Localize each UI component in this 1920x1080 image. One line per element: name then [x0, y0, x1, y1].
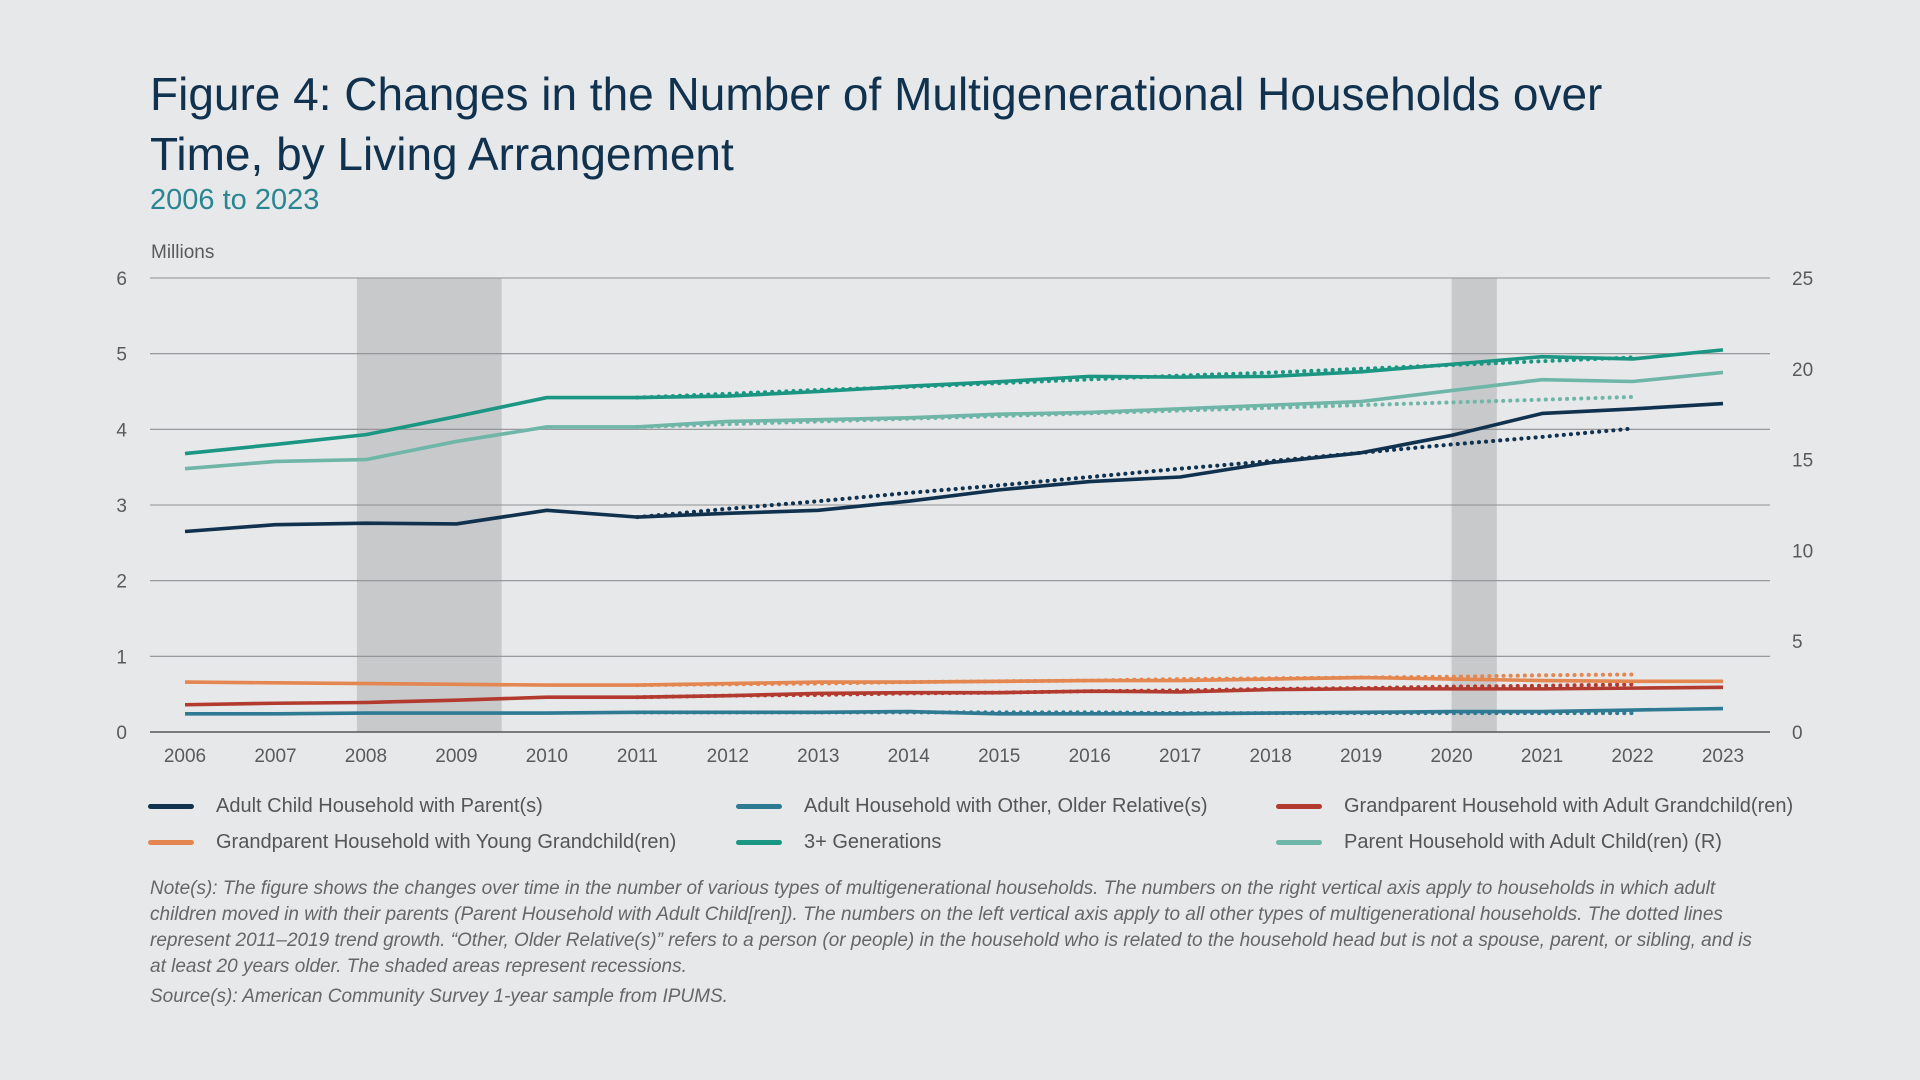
x-tick: 2007: [254, 746, 296, 767]
legend-label: Parent Household with Adult Child(ren) (…: [1344, 830, 1722, 853]
chart-canvas: Millions 0 1 2 3 4 5 6 0 5 10 15 20 25 2006 2007 2008…: [116, 242, 1813, 767]
legend-label: 3+ Generations: [804, 830, 942, 853]
chart-gridlines: [150, 277, 1770, 733]
y-tick-right: 15: [1792, 451, 1813, 472]
y-tick-right: 25: [1792, 269, 1813, 290]
y-tick-left: 6: [116, 269, 127, 290]
legend-swatch: [148, 803, 194, 809]
series-lines: [184, 348, 1724, 716]
legend-item: Adult Household with Other, Older Relati…: [736, 788, 1208, 824]
legend-label: Adult Household with Other, Older Relati…: [804, 794, 1208, 817]
series-line-0: [184, 401, 1724, 534]
legend-label: Adult Child Household with Parent(s): [216, 794, 543, 817]
y-tick-left: 3: [116, 496, 127, 517]
legend-label: Grandparent Household with Adult Grandch…: [1344, 794, 1794, 817]
legend-item: Parent Household with Adult Child(ren) (…: [1276, 824, 1722, 860]
legend-item: 3+ Generations: [736, 824, 941, 860]
legend-swatch: [1276, 803, 1322, 809]
trend-line-0: [635, 426, 1635, 520]
legend-swatch: [736, 803, 782, 809]
legend-item: Grandparent Household with Adult Grandch…: [1276, 788, 1793, 824]
x-tick: 2012: [707, 746, 749, 767]
x-tick: 2015: [978, 746, 1020, 767]
y-tick-left: 1: [116, 647, 127, 668]
chart-source: Source(s): American Community Survey 1-y…: [150, 986, 728, 1007]
y-axis-right-ticks: 0 5 10 15 20 25: [1792, 269, 1813, 744]
chart-legend: Adult Child Household with Parent(s) Adul…: [148, 788, 1848, 858]
series-line-4: [184, 348, 1724, 456]
x-tick: 2016: [1069, 746, 1111, 767]
x-tick: 2013: [797, 746, 839, 767]
x-tick: 2017: [1159, 746, 1201, 767]
legend-swatch: [736, 839, 782, 845]
x-tick: 2021: [1521, 746, 1563, 767]
chart-note: Note(s): The figure shows the changes ov…: [150, 878, 1752, 977]
x-tick: 2014: [888, 746, 931, 767]
x-tick: 2009: [435, 746, 477, 767]
x-tick: 2011: [617, 746, 658, 767]
legend-label: Grandparent Household with Young Grandch…: [216, 830, 677, 853]
x-tick: 2010: [526, 746, 568, 767]
y-tick-right: 10: [1792, 541, 1813, 562]
y-axis-label: Millions: [151, 242, 214, 263]
series-line-3: [184, 675, 1723, 687]
x-tick: 2006: [164, 746, 206, 767]
y-tick-right: 5: [1792, 632, 1803, 653]
legend-swatch: [1276, 839, 1322, 845]
y-tick-left: 2: [116, 572, 127, 593]
x-tick: 2018: [1250, 746, 1292, 767]
legend-item: Adult Child Household with Parent(s): [148, 788, 543, 824]
y-axis-left-ticks: 0 1 2 3 4 5 6: [116, 269, 127, 744]
y-tick-left: 5: [116, 345, 127, 366]
legend-swatch: [148, 839, 194, 845]
series-line-2: [184, 685, 1724, 707]
x-tick: 2019: [1340, 746, 1382, 767]
chart-subtitle: 2006 to 2023: [150, 184, 320, 216]
x-tick: 2020: [1430, 746, 1472, 767]
y-tick-right: 0: [1792, 723, 1803, 744]
x-tick: 2008: [345, 746, 387, 767]
y-tick-left: 4: [116, 420, 127, 441]
x-axis-ticks: 2006 2007 2008 2009 2010 2011 2012 2013 2014 2015…: [164, 746, 1744, 767]
legend-item: Grandparent Household with Young Grandch…: [148, 824, 676, 860]
chart-title: Figure 4: Changes in the Number of Multi…: [150, 68, 1603, 180]
series-line-5: [184, 370, 1724, 471]
x-tick: 2022: [1611, 746, 1653, 767]
x-tick: 2023: [1702, 746, 1744, 767]
y-tick-right: 20: [1792, 360, 1813, 381]
series-line-1: [185, 706, 1724, 716]
y-tick-left: 0: [116, 723, 127, 744]
